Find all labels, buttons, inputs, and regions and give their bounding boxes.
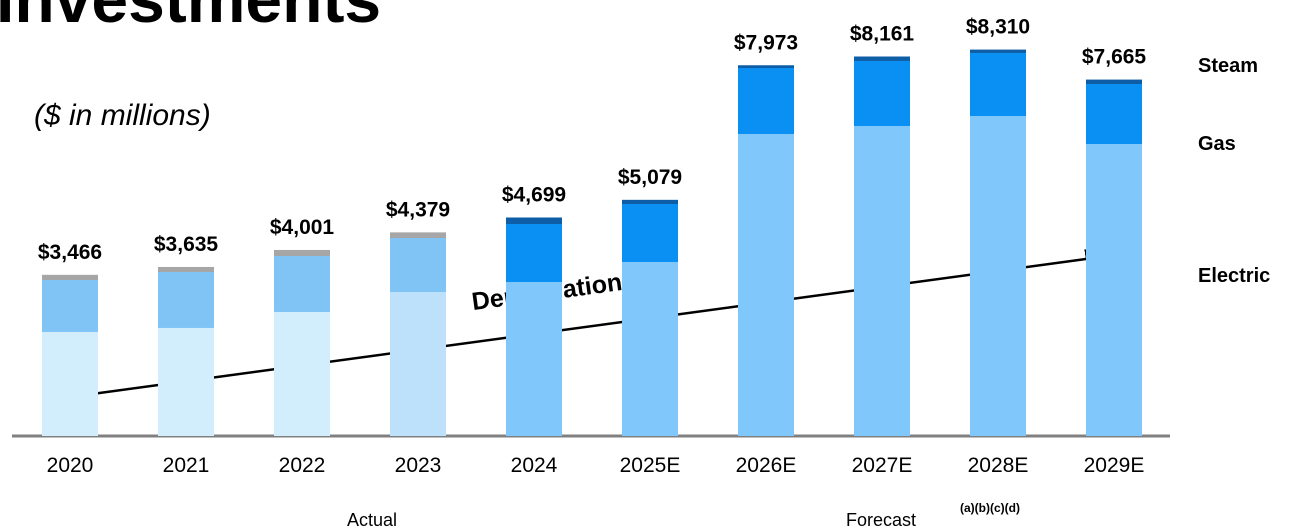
bar-segment	[158, 266, 214, 272]
total-label: $3,466	[38, 241, 102, 264]
x-tick-label: 2020	[47, 454, 94, 477]
total-label: $7,665	[1082, 46, 1147, 69]
x-tick-label: 2021	[163, 454, 210, 477]
bar-segment	[506, 224, 562, 282]
x-tick-label: 2025E	[620, 454, 681, 477]
group-label: Actual	[347, 510, 397, 530]
bar-segment	[274, 255, 330, 312]
chart-title: Investments	[0, 0, 381, 36]
bar-segment	[622, 261, 678, 436]
bar-segment	[970, 49, 1026, 53]
bar-segment	[854, 56, 910, 61]
bar-segment	[854, 125, 910, 436]
bar-segment	[622, 204, 678, 262]
bar-segment	[970, 52, 1026, 116]
bar-segment	[1086, 83, 1142, 144]
bar-segment	[274, 311, 330, 436]
bar-segment	[854, 60, 910, 126]
bar-segment	[42, 331, 98, 436]
bar-segment	[158, 327, 214, 436]
bar-segment	[1086, 143, 1142, 437]
x-tick-label: 2024	[511, 454, 558, 477]
x-tick-label: 2026E	[736, 454, 797, 477]
bar-segment	[158, 271, 214, 328]
total-label: $7,973	[734, 31, 798, 54]
total-label: $4,379	[386, 198, 450, 221]
x-tick-label: 2027E	[852, 454, 913, 477]
bar-segment	[42, 274, 98, 280]
bar-segment	[622, 199, 678, 205]
bar-segment	[738, 65, 794, 68]
x-tick-label: 2028E	[968, 454, 1029, 477]
bar-segment	[506, 281, 562, 436]
legend-label: Gas	[1198, 133, 1236, 155]
bar-segment	[390, 232, 446, 239]
total-label: $3,635	[154, 233, 219, 256]
group-label: Forecast	[846, 510, 916, 530]
bar-segment	[1086, 79, 1142, 84]
total-label: $8,310	[966, 16, 1030, 39]
legend-label: Electric	[1198, 265, 1270, 287]
total-label: $5,079	[618, 166, 682, 189]
bar-segment	[42, 279, 98, 332]
legend-label: Steam	[1198, 55, 1258, 77]
bar-segment	[390, 291, 446, 436]
footnote: (a)(b)(c)(d)	[960, 501, 1020, 515]
total-label: $4,699	[502, 183, 566, 206]
trend-arrow	[69, 249, 1111, 399]
x-tick-label: 2029E	[1084, 454, 1145, 477]
bar-segment	[274, 249, 330, 256]
bar-segment	[506, 217, 562, 225]
bar-segment	[390, 238, 446, 292]
x-tick-label: 2023	[395, 454, 442, 477]
bar-segment	[738, 133, 794, 437]
total-label: $4,001	[270, 216, 335, 239]
x-tick-label: 2022	[279, 454, 326, 477]
bar-segment	[970, 115, 1026, 436]
bar-segment	[738, 67, 794, 134]
subtitle: ($ in millions)	[34, 99, 211, 132]
total-label: $8,161	[850, 23, 915, 46]
